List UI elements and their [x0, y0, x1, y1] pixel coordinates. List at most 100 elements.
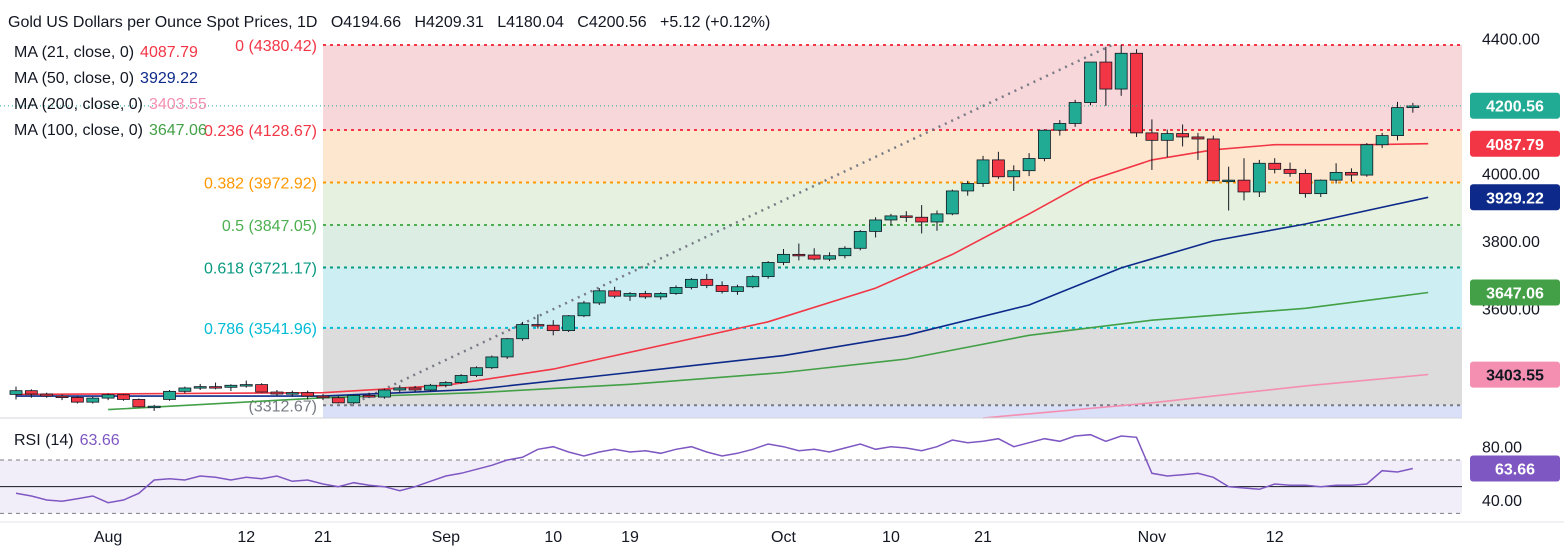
candle-body — [577, 302, 591, 317]
candle-body — [1114, 52, 1128, 90]
candle-body — [193, 386, 207, 389]
candle-body — [746, 276, 760, 288]
candle-body — [608, 290, 622, 297]
rsi-label: RSI (14) — [14, 432, 74, 449]
candle-body — [55, 395, 69, 398]
candle-body — [239, 384, 253, 387]
candle-body — [1130, 52, 1143, 134]
time-axis[interactable]: Aug 12 21 Sep 10 19 Oct 10 21 Nov 12 — [0, 521, 1564, 546]
candle-body — [961, 183, 975, 192]
fib-level-label: 0.236 (4128.67) — [204, 123, 317, 140]
candle-body — [331, 397, 345, 404]
candle-body — [1283, 168, 1297, 174]
fib-level-label: 0.786 (3541.96) — [204, 321, 317, 338]
fibonacci-retracement[interactable]: 0 (4380.42) 0.236 (4128.67) 0.382 (3972.92… — [204, 38, 1462, 418]
candle-body — [1007, 170, 1021, 178]
ma-line — [108, 291, 1429, 411]
candle-body — [178, 387, 192, 392]
price-tag-bg — [1470, 361, 1560, 388]
price-tag-label: 3403.55 — [1486, 368, 1544, 385]
candle-body — [255, 384, 269, 393]
candle-body — [976, 159, 990, 184]
candle-body — [1360, 144, 1374, 176]
candle-body — [685, 278, 698, 288]
candle-body — [1206, 138, 1220, 182]
candle-body — [132, 399, 146, 408]
fib-zone — [323, 45, 1462, 130]
candle-body — [1099, 61, 1113, 90]
price-tick-label: 4400.00 — [1482, 31, 1540, 48]
price-tick-label: 3800.00 — [1482, 234, 1540, 251]
candle-body — [592, 290, 606, 304]
candle-body — [823, 255, 836, 260]
candle-body — [792, 253, 806, 257]
rsi-pane[interactable] — [0, 417, 1462, 514]
candle-body — [731, 286, 744, 292]
ma-line — [982, 373, 1429, 419]
candle-body — [1314, 179, 1328, 195]
candle-body — [777, 253, 790, 263]
price-tag-bg — [1470, 92, 1560, 119]
time-tick-label: Sep — [432, 529, 461, 546]
fib-level-label: 0 (4380.42) — [235, 38, 317, 55]
rsi-tag-bg — [1470, 455, 1560, 482]
candle-body — [224, 384, 238, 388]
candle-body — [147, 405, 161, 409]
rsi-tag-label: 63.66 — [1495, 461, 1535, 478]
time-tick-label: 21 — [314, 529, 332, 546]
candle-body — [623, 293, 637, 297]
candle-body — [1084, 61, 1097, 103]
candle-body — [638, 293, 652, 298]
ma-line — [15, 142, 1429, 396]
fib-zone — [323, 129, 1462, 183]
price-tick-label: 4000.00 — [1482, 166, 1540, 183]
candle-body — [1252, 162, 1266, 193]
price-axis[interactable]: 3600.003800.004000.004200.004400.0080.00… — [1470, 31, 1560, 510]
candle-body — [1345, 171, 1358, 176]
candle-body — [1191, 136, 1205, 140]
candle-body — [1038, 129, 1051, 159]
candle-body — [930, 213, 944, 223]
candle-body — [285, 392, 299, 395]
candle-body — [470, 367, 483, 376]
candle-body — [1145, 132, 1159, 141]
candle-body — [654, 293, 668, 298]
time-tick-label: 12 — [1266, 529, 1284, 546]
candle-body — [1053, 123, 1067, 131]
time-tick-label: 10 — [544, 529, 562, 546]
candle-body — [439, 382, 453, 386]
fib-zone — [323, 224, 1462, 268]
candle-body — [915, 216, 929, 223]
price-tag-label: 3929.22 — [1486, 190, 1544, 207]
time-tick-label: 19 — [621, 529, 639, 546]
candle-body — [377, 389, 391, 398]
candle-body — [1237, 179, 1251, 193]
candle-body — [86, 397, 100, 403]
candle-body — [1022, 158, 1036, 172]
fib-trend-line — [349, 43, 1113, 407]
candle-body — [316, 395, 330, 399]
candle-body — [101, 394, 115, 399]
price-tag-bg — [1470, 130, 1560, 157]
fib-level-label: 0.382 (3972.92) — [204, 176, 317, 193]
candle-body — [853, 231, 867, 249]
candle-body — [869, 219, 882, 232]
time-tick-label: Oct — [771, 529, 796, 546]
time-tick-label: 21 — [974, 529, 992, 546]
price-tag-bg — [1470, 279, 1560, 306]
candle-body — [24, 390, 38, 395]
candle-body — [301, 392, 315, 397]
candle-body — [270, 391, 284, 395]
candle-body — [1160, 133, 1174, 141]
candle-body — [71, 397, 84, 403]
candle-body — [163, 390, 176, 400]
rsi-legend[interactable]: RSI (14) 63.66 — [14, 432, 120, 450]
candle-body — [1176, 133, 1189, 138]
candle-body — [347, 394, 361, 404]
candle-body — [408, 387, 422, 391]
candle-body — [884, 215, 898, 221]
rsi-tick-label: 40.00 — [1482, 493, 1522, 510]
moving-averages — [15, 142, 1429, 419]
candle-body — [1299, 172, 1312, 195]
